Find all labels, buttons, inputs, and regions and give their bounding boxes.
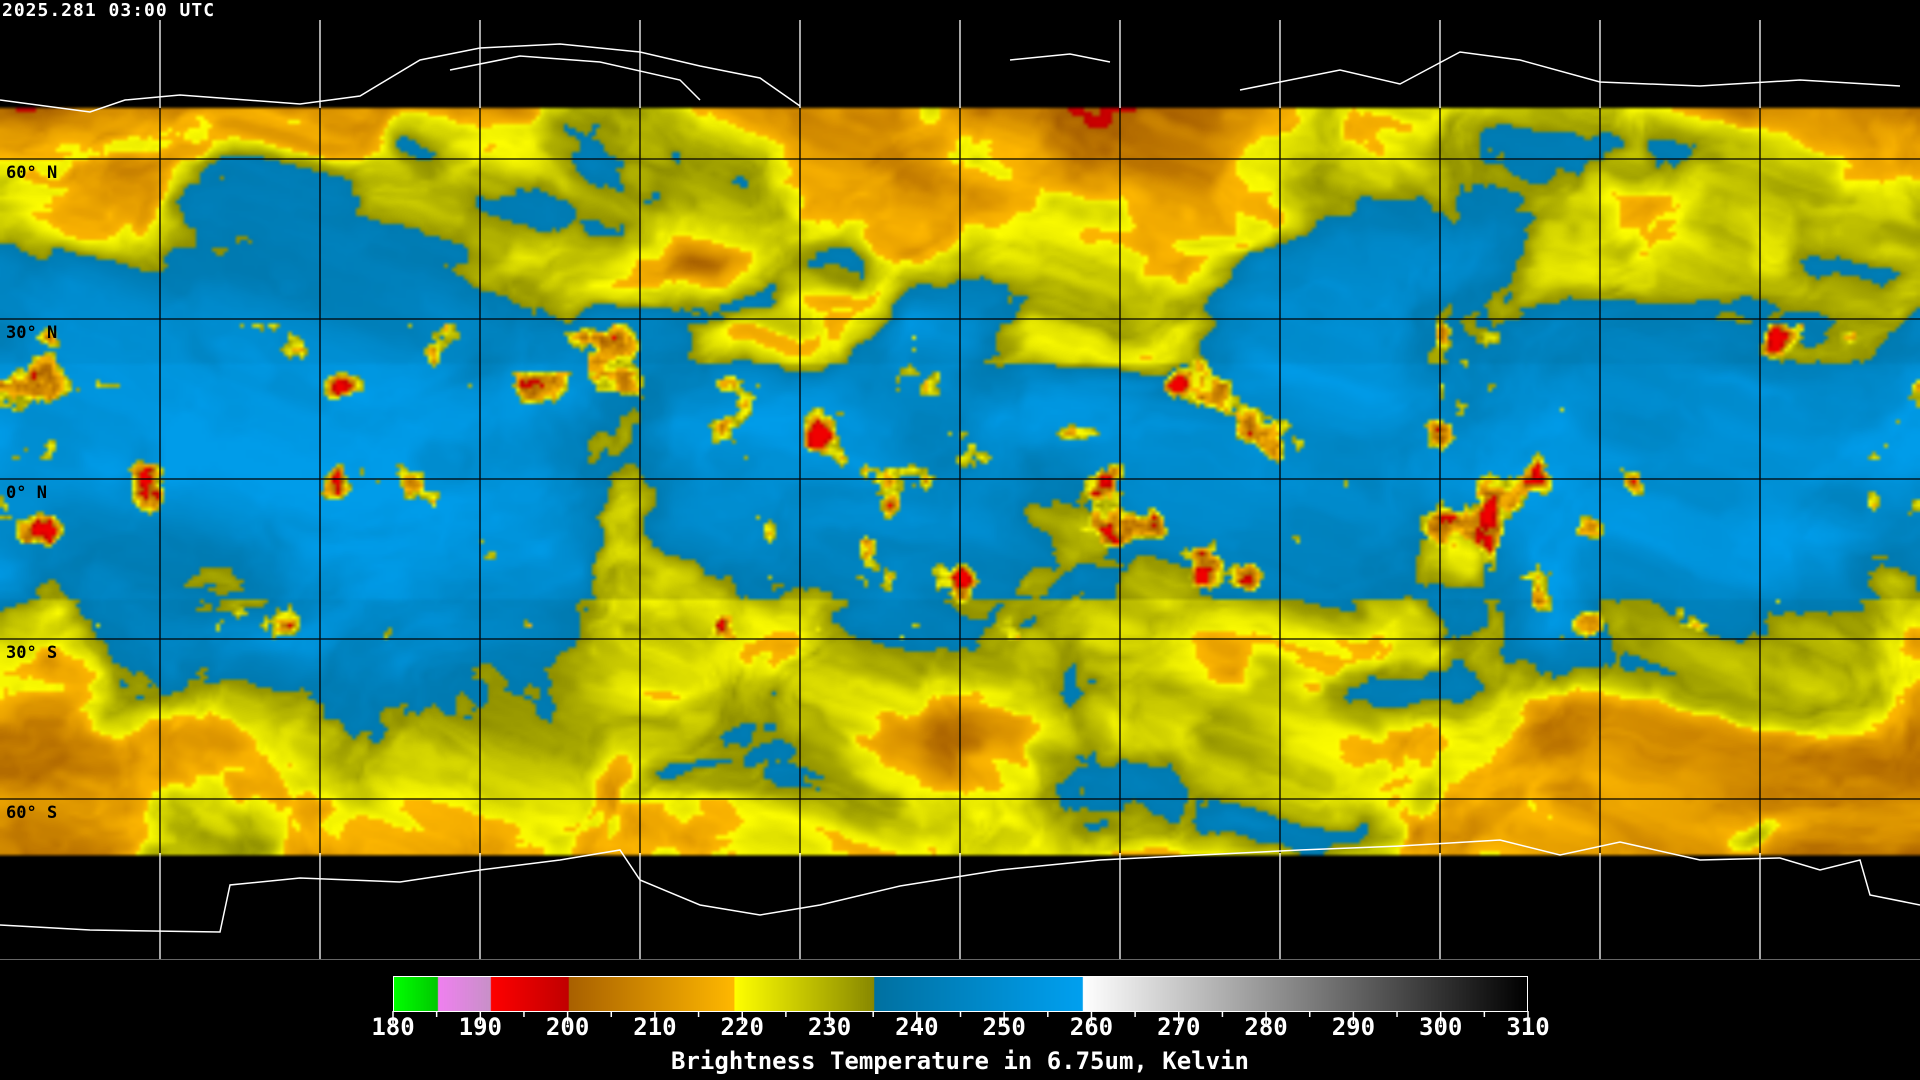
- lat-label-30n: 30° N: [6, 323, 58, 343]
- colorbar-tick-label: 240: [895, 1013, 939, 1041]
- colorbar-tick-label: 200: [545, 1013, 590, 1041]
- timestamp: 2025.281 03:00 UTC: [2, 0, 216, 21]
- colorbar-tick-label: 210: [633, 1013, 677, 1041]
- colorbar-tick-label: 300: [1419, 1013, 1463, 1041]
- water-vapor-map: 2025.281 03:00 UTC 60° N 30° N 0° N 30° …: [0, 0, 1920, 960]
- colorbar: [393, 976, 1528, 1012]
- colorbar-tick-label: 280: [1244, 1013, 1288, 1041]
- coastline-arctic: [0, 43, 1901, 113]
- colorbar-tick-label: 270: [1157, 1013, 1201, 1041]
- colorbar-title: Brightness Temperature in 6.75um, Kelvin: [671, 1047, 1249, 1075]
- lat-label-30s: 30° S: [6, 643, 58, 663]
- lat-label-60s: 60° S: [6, 803, 58, 823]
- coastline-antarctica: [0, 839, 1920, 933]
- colorbar-ticks: [392, 1011, 1529, 1024]
- lat-label-60n: 60° N: [6, 163, 58, 183]
- colorbar-tick-label: 310: [1506, 1013, 1550, 1041]
- colorbar-tick-label: 260: [1069, 1013, 1114, 1041]
- colorbar-tick-label: 250: [982, 1013, 1026, 1041]
- colorbar-tick-label: 190: [458, 1013, 502, 1041]
- lat-lon-grid: [0, 20, 1920, 959]
- colorbar-tick-label: 230: [807, 1013, 852, 1041]
- colorbar-tick-label: 290: [1331, 1013, 1376, 1041]
- colorbar-tick-label: 220: [720, 1013, 764, 1041]
- lat-label-0n: 0° N: [6, 483, 47, 503]
- colorbar-tick-label: 180: [371, 1013, 415, 1041]
